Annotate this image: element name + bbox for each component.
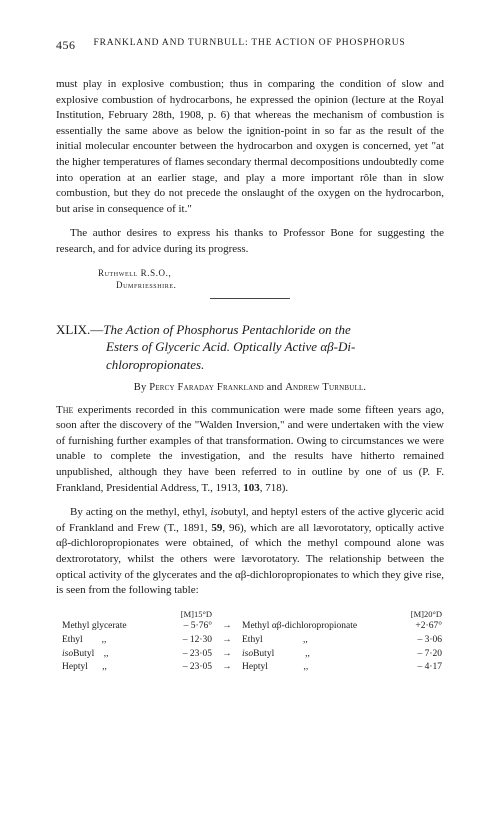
table-head: [M]15°D [M]20°D xyxy=(62,608,444,620)
title-line-1: The Action of Phosphorus Pentachloride o… xyxy=(103,322,350,337)
cell-val: – 23·05 xyxy=(160,661,212,675)
volume-ref-2: 59 xyxy=(211,522,222,534)
cell-name: Heptyl ,, xyxy=(62,661,160,675)
author-2: Andrew Turnbull xyxy=(285,382,363,393)
cell-product: Ethyl ,, xyxy=(242,634,400,648)
volume-ref-1: 103 xyxy=(243,482,260,494)
cell-arrow: → xyxy=(212,634,242,648)
title-roman-numeral: XLIX.— xyxy=(56,322,103,337)
page-header: 456 FRANKLAND AND TURNBULL: THE ACTION O… xyxy=(56,38,444,53)
para3-body: experiments recorded in this communicati… xyxy=(56,404,444,494)
cell-product: Heptyl ,, xyxy=(242,661,400,675)
para4-a: By acting on the methyl, ethyl, xyxy=(70,506,210,518)
by-label: By xyxy=(134,382,147,393)
affiliation-block: Ruthwell R.S.O., Dumfriesshire. xyxy=(98,267,444,292)
title-line-3: chloropropionates. xyxy=(56,356,444,374)
cell-val: – 23·05 xyxy=(160,648,212,662)
intro-paragraph-2: By acting on the methyl, ethyl, isobutyl… xyxy=(56,505,444,599)
cell-arrow: → xyxy=(212,648,242,662)
table-row: Heptyl ,, – 23·05 → Heptyl ,, – 4·17 xyxy=(62,661,444,675)
para3-lead: The xyxy=(56,404,73,416)
cell-arrow: → xyxy=(212,620,242,634)
section-rule xyxy=(210,298,290,299)
running-head: FRANKLAND AND TURNBULL: THE ACTION OF PH… xyxy=(94,38,406,53)
rotation-table: [M]15°D [M]20°D Methyl glycerate – 5·76°… xyxy=(56,608,444,675)
table-row: Ethyl ,, – 12·30 → Ethyl ,, – 3·06 xyxy=(62,634,444,648)
and-label: and xyxy=(267,382,283,393)
cell-arrow: → xyxy=(212,661,242,675)
cell-val: – 12·30 xyxy=(160,634,212,648)
cell-name: Methyl glycerate xyxy=(62,620,160,634)
intro-paragraph-1: The experiments recorded in this communi… xyxy=(56,403,444,497)
head-right: [M]20°D xyxy=(400,608,442,620)
author-1: Percy Faraday Frankland xyxy=(149,382,264,393)
carryover-paragraph: must play in explosive combustion; thus … xyxy=(56,77,444,217)
affiliation-line2: Dumfriesshire. xyxy=(116,280,177,290)
head-left: [M]15°D xyxy=(160,608,212,620)
acknowledgement-paragraph: The author desires to express his thanks… xyxy=(56,226,444,257)
iso-prefix-1: iso xyxy=(210,506,223,518)
cell-val: – 5·76° xyxy=(160,620,212,634)
table-row: Methyl glycerate – 5·76° → Methyl αβ-dic… xyxy=(62,620,444,634)
cell-product: isoButyl ,, xyxy=(242,648,400,662)
article-title: XLIX.—The Action of Phosphorus Pentachlo… xyxy=(56,321,444,374)
table-row: isoButyl ,, – 23·05 → isoButyl ,, – 7·20 xyxy=(62,648,444,662)
affiliation-line1: Ruthwell R.S.O., xyxy=(98,268,171,278)
page-number: 456 xyxy=(56,38,76,53)
cell-val2: – 3·06 xyxy=(400,634,442,648)
cell-name: Ethyl ,, xyxy=(62,634,160,648)
cell-product: Methyl αβ-dichloropropionate xyxy=(242,620,400,634)
cell-val2: – 7·20 xyxy=(400,648,442,662)
para3-tail: , 718). xyxy=(260,482,288,494)
cell-name: isoButyl ,, xyxy=(62,648,160,662)
cell-val2: +2·67° xyxy=(400,620,442,634)
title-line-2: Esters of Glyceric Acid. Optically Activ… xyxy=(56,338,444,356)
author-line: By Percy Faraday Frankland and Andrew Tu… xyxy=(56,382,444,393)
cell-val2: – 4·17 xyxy=(400,661,442,675)
page-container: 456 FRANKLAND AND TURNBULL: THE ACTION O… xyxy=(0,0,500,695)
